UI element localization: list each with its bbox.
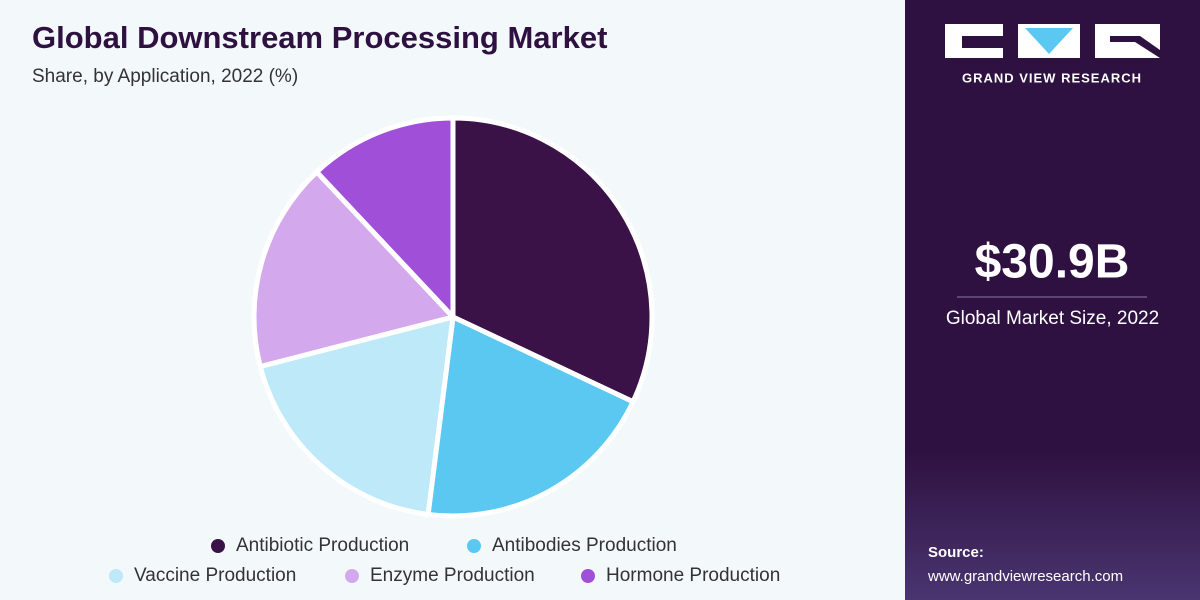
brand: GRAND VIEW RESEARCH [962, 70, 1142, 85]
legend-label: Vaccine Production [134, 565, 296, 586]
legend-label: Antibiotic Production [236, 535, 409, 556]
legend-label: Hormone Production [606, 565, 780, 586]
sidebar [905, 0, 1200, 600]
legend-label: Enzyme Production [370, 565, 535, 586]
legend: Antibiotic Production Antibodies Producti… [109, 535, 780, 586]
source-url: www.grandviewresearch.com [927, 568, 1123, 585]
pie-slice [257, 314, 456, 517]
logo [945, 24, 1160, 58]
legend-swatch [345, 569, 359, 583]
chart-title: Global Downstream Processing Market [32, 20, 607, 55]
legend-swatch [467, 539, 481, 553]
legend-swatch [211, 539, 225, 553]
market-size: $30.9B [975, 236, 1130, 289]
pie-slice [450, 115, 655, 405]
market-size-label: Global Market Size, 2022 [945, 308, 1160, 329]
legend-swatch [581, 569, 595, 583]
source-label: Source: [928, 544, 984, 561]
market-size-label-box: Global Market Size, 2022 [945, 308, 1160, 329]
legend-label: Antibodies Production [492, 535, 677, 556]
chart-subtitle: Share, by Application, 2022 (%) [32, 66, 298, 87]
pie-slice [251, 169, 456, 369]
legend-swatch [109, 569, 123, 583]
pie [251, 115, 655, 519]
pie-slice [314, 115, 456, 320]
pie-slice [425, 314, 636, 519]
